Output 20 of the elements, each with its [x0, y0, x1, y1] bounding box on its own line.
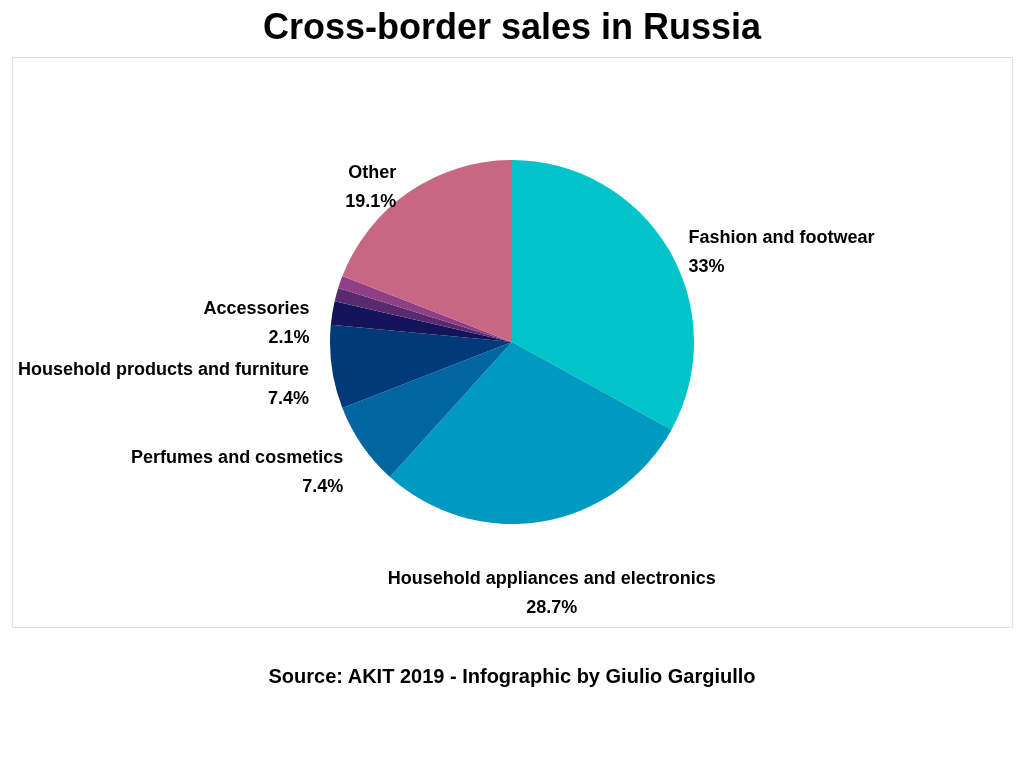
- data-label: 28.7%: [526, 596, 578, 617]
- pie-slice: [330, 301, 512, 342]
- data-label: 7.4%: [302, 476, 344, 497]
- slice-label: Fashion and footwear: [688, 226, 875, 247]
- pie-slice: [342, 342, 512, 477]
- source-note: Source: AKIT 2019 - Infographic by Giulio Gargiullo: [268, 665, 756, 687]
- pie-slice: [342, 160, 512, 342]
- data-label: 7.4%: [267, 388, 309, 409]
- slice-label: Other: [348, 161, 397, 182]
- slice-label: Perfumes and cosmetics: [131, 447, 344, 468]
- data-label: 2.1%: [268, 327, 310, 348]
- slice-label: Accessories: [203, 298, 310, 319]
- chart-title: Cross-border sales in Russia: [262, 6, 763, 47]
- pie-slice: [330, 324, 512, 408]
- slice-label: Household appliances and electronics: [387, 567, 716, 588]
- data-label: 33%: [688, 255, 725, 276]
- data-label: 19.1%: [345, 190, 397, 211]
- slice-label: Household products and furniture: [17, 359, 309, 380]
- pie-slice: [389, 342, 672, 524]
- pie-slice: [338, 276, 512, 342]
